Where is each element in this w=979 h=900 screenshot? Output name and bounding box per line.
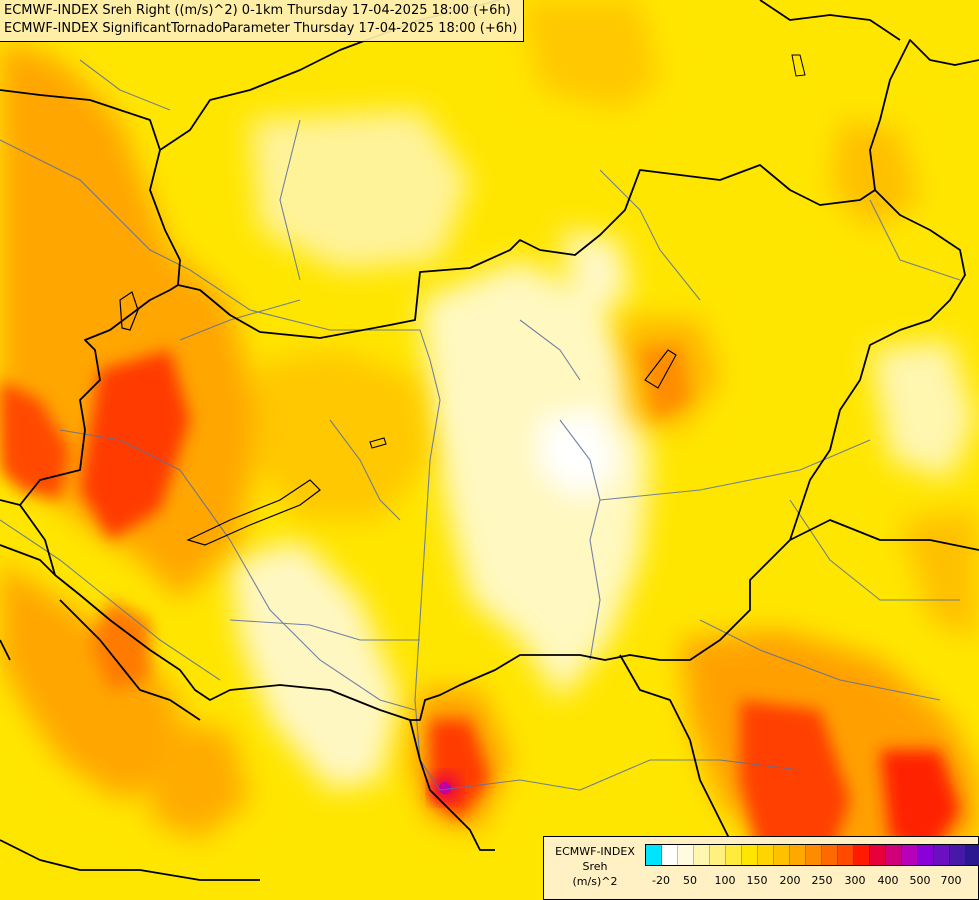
legend-tick-label: 150: [746, 874, 768, 887]
legend-tick-labels: -20 50 100 150 200 250 300 400 500 700: [645, 874, 967, 890]
legend-swatch: [950, 845, 966, 865]
legend-swatch: [742, 845, 758, 865]
lake-small: [369, 437, 387, 449]
lake-tisza: [644, 349, 677, 389]
map-title: ECMWF-INDEX Sreh Right ((m/s)^2) 0-1km T…: [0, 0, 525, 42]
legend-swatch: [710, 845, 726, 865]
legend-swatch: [934, 845, 950, 865]
legend-swatch: [966, 845, 979, 865]
field-peak-core: [439, 782, 451, 794]
legend-swatch: [886, 845, 902, 865]
field-light-areas: [230, 110, 975, 790]
legend-unit: (m/s)^2: [572, 875, 618, 888]
legend-tick-label: 400: [877, 874, 899, 887]
legend-swatch: [822, 845, 838, 865]
legend-swatch: [918, 845, 934, 865]
field-red-areas: [0, 345, 960, 860]
legend-swatch: [870, 845, 886, 865]
legend-source: ECMWF-INDEX: [555, 845, 635, 858]
legend-swatch: [838, 845, 854, 865]
lake-neusiedl: [119, 291, 139, 331]
legend-tick-label: 100: [714, 874, 736, 887]
legend-caption: ECMWF-INDEX Sreh (m/s)^2: [548, 844, 642, 889]
legend-variable: Sreh: [582, 860, 608, 873]
legend-swatch: [726, 845, 742, 865]
legend-swatch: [662, 845, 678, 865]
legend-swatch: [758, 845, 774, 865]
legend-tick-label: 500: [909, 874, 931, 887]
title-line-sreh: ECMWF-INDEX Sreh Right ((m/s)^2) 0-1km T…: [4, 3, 511, 18]
legend-swatch: [806, 845, 822, 865]
title-line-stp: ECMWF-INDEX SignificantTornadoParameter …: [4, 21, 518, 36]
rivers: [0, 59, 961, 791]
legend-swatch: [774, 845, 790, 865]
legend-swatch: [678, 845, 694, 865]
legend-swatch: [902, 845, 918, 865]
legend-swatch: [854, 845, 870, 865]
legend-tick-label: 300: [844, 874, 866, 887]
legend-tick-label: 250: [811, 874, 833, 887]
legend-color-bar: [645, 844, 979, 866]
legend-swatch: [694, 845, 710, 865]
legend-tick-label: 700: [940, 874, 962, 887]
lake-balaton: [186, 479, 321, 546]
legend-tick-label: -20: [652, 874, 670, 887]
lake-north: [791, 54, 806, 77]
color-legend: ECMWF-INDEX Sreh (m/s)^2 -20 50 100 150 200 2…: [543, 836, 979, 900]
legend-tick-label: 200: [779, 874, 801, 887]
legend-swatch: [646, 845, 662, 865]
legend-tick-label: 50: [683, 874, 697, 887]
legend-swatch: [790, 845, 806, 865]
